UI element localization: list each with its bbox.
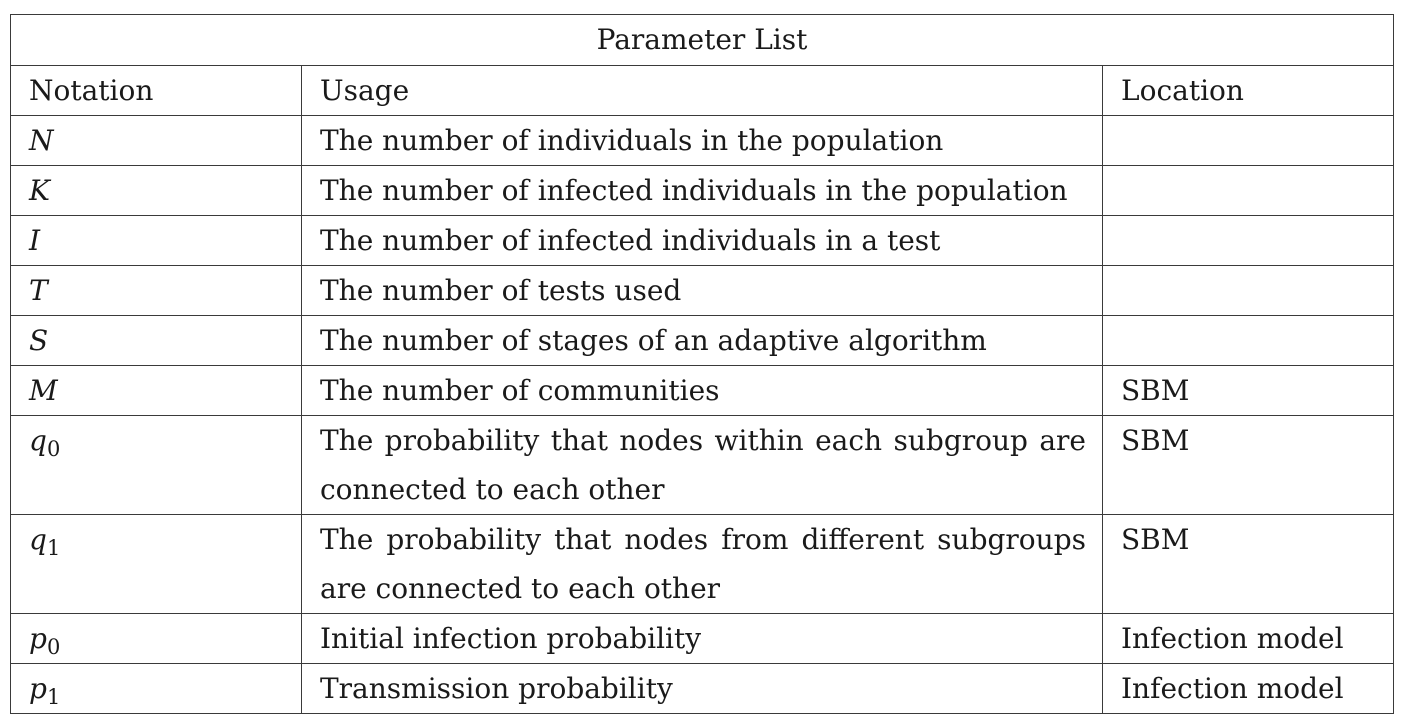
usage-cell: The probability that nodes from differen…	[301, 514, 1103, 614]
notation-cell: q0	[10, 415, 302, 515]
notation-symbol: N	[29, 124, 54, 157]
table-row: S The number of stages of an adaptive al…	[10, 315, 1395, 366]
notation-subscript: 1	[46, 685, 61, 709]
table-row: K The number of infected individuals in …	[10, 165, 1395, 216]
notation-cell: I	[10, 215, 302, 266]
table-header-row: Notation Usage Location	[10, 65, 1395, 116]
notation-symbol: q0	[29, 424, 61, 461]
notation-cell: q1	[10, 514, 302, 614]
notation-symbol: K	[29, 174, 50, 207]
notation-cell: K	[10, 165, 302, 216]
usage-cell: Transmission probability	[301, 663, 1103, 714]
usage-cell: The number of individuals in the populat…	[301, 115, 1103, 166]
notation-symbol: S	[29, 324, 49, 357]
parameter-table: Parameter List Notation Usage Location N…	[9, 14, 1395, 714]
notation-symbol: I	[29, 224, 41, 257]
usage-cell: The number of stages of an adaptive algo…	[301, 315, 1103, 366]
notation-cell: N	[10, 115, 302, 166]
notation-subscript: 0	[46, 437, 61, 461]
header-usage: Usage	[301, 65, 1103, 116]
location-cell: Infection model	[1101, 613, 1395, 664]
location-cell: SBM	[1101, 514, 1395, 614]
location-cell	[1101, 115, 1395, 166]
location-cell	[1101, 265, 1395, 316]
header-location: Location	[1101, 65, 1395, 116]
header-notation: Notation	[10, 65, 302, 116]
notation-symbol: M	[29, 374, 58, 407]
notation-cell: p1	[10, 663, 302, 714]
usage-cell: The number of communities	[301, 365, 1103, 416]
usage-cell: The probability that nodes within each s…	[301, 415, 1103, 515]
table-row: N The number of individuals in the popul…	[10, 115, 1395, 166]
notation-symbol: q1	[29, 523, 61, 560]
table-row: T The number of tests used	[10, 265, 1395, 316]
usage-cell: The number of infected individuals in a …	[301, 215, 1103, 266]
location-cell: SBM	[1101, 365, 1395, 416]
notation-cell: p0	[10, 613, 302, 664]
notation-symbol: T	[29, 274, 48, 307]
location-cell: SBM	[1101, 415, 1395, 515]
table-row: q1 The probability that nodes from diffe…	[10, 514, 1395, 614]
table-row: M The number of communities SBM	[10, 365, 1395, 416]
usage-cell: The number of infected individuals in th…	[301, 165, 1103, 216]
notation-subscript: 1	[46, 536, 61, 560]
notation-cell: S	[10, 315, 302, 366]
notation-subscript: 0	[46, 635, 61, 659]
usage-cell: The number of tests used	[301, 265, 1103, 316]
table-row: q0 The probability that nodes within eac…	[10, 415, 1395, 515]
table-row: p1 Transmission probability Infection mo…	[10, 663, 1395, 714]
table-row: I The number of infected individuals in …	[10, 215, 1395, 266]
location-cell	[1101, 165, 1395, 216]
location-cell	[1101, 315, 1395, 366]
notation-cell: M	[10, 365, 302, 416]
notation-symbol: p1	[29, 672, 61, 709]
notation-symbol: p0	[29, 622, 61, 659]
table-title: Parameter List	[9, 14, 1395, 66]
location-cell	[1101, 215, 1395, 266]
notation-cell: T	[10, 265, 302, 316]
table-title-row: Parameter List	[9, 14, 1395, 66]
table-row: p0 Initial infection probability Infecti…	[10, 613, 1395, 664]
location-cell: Infection model	[1101, 663, 1395, 714]
usage-cell: Initial infection probability	[301, 613, 1103, 664]
